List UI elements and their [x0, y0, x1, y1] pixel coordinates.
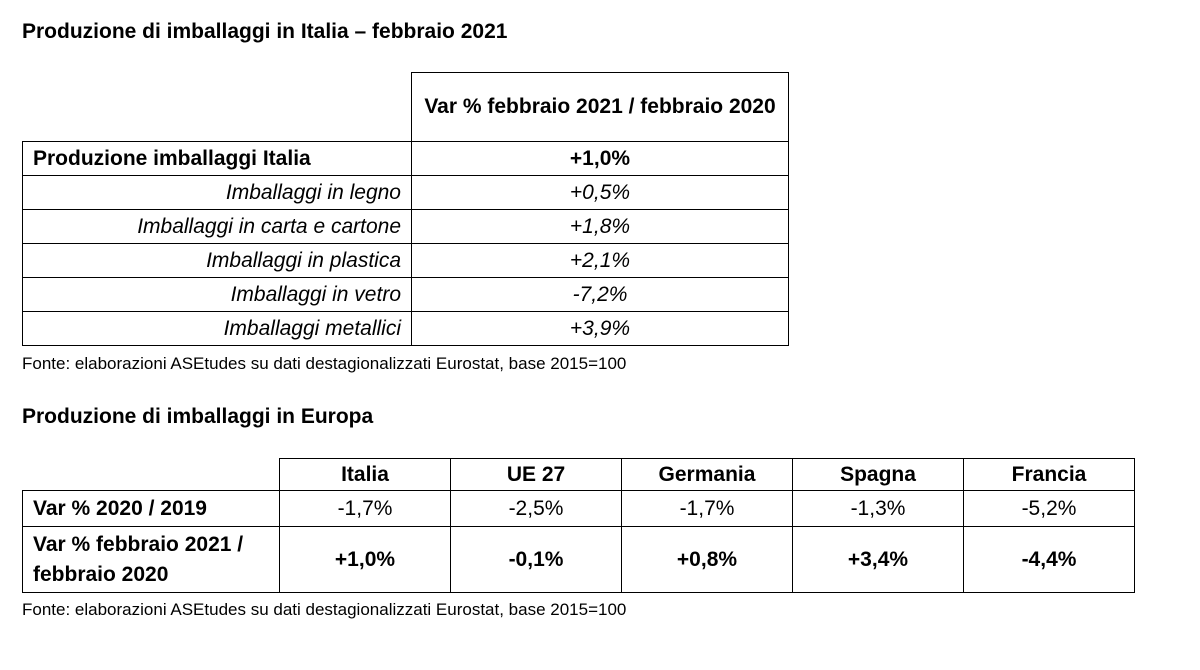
- cell-value: -2,5%: [450, 490, 622, 527]
- row-label: Imballaggi in vetro: [22, 277, 412, 312]
- italy-source-note: Fonte: elaborazioni ASEtudes su dati des…: [22, 354, 627, 373]
- europe-packaging-table: Italia UE 27 Germania Spagna Francia Var…: [22, 458, 1135, 593]
- row-label: Imballaggi metallici: [22, 311, 412, 346]
- row-value: +2,1%: [411, 243, 789, 278]
- table-row: Imballaggi metallici +3,9%: [22, 311, 789, 346]
- empty-header-cell: [22, 72, 412, 142]
- row-label: Imballaggi in carta e cartone: [22, 209, 412, 244]
- column-header-italia: Italia: [279, 458, 451, 491]
- row-label: Produzione imballaggi Italia: [22, 141, 412, 176]
- row-value: +3,9%: [411, 311, 789, 346]
- row-label: Imballaggi in plastica: [22, 243, 412, 278]
- row-label: Imballaggi in legno: [22, 175, 412, 210]
- italy-table-title: Produzione di imballaggi in Italia – feb…: [22, 20, 508, 43]
- table-row: Var % 2020 / 2019 -1,7% -2,5% -1,7% -1,3…: [22, 490, 1135, 527]
- table-row: Produzione imballaggi Italia +1,0%: [22, 141, 789, 176]
- column-header-ue27: UE 27: [450, 458, 622, 491]
- column-header-var: Var % febbraio 2021 / febbraio 2020: [411, 72, 789, 142]
- europe-table-title: Produzione di imballaggi in Europa: [22, 405, 374, 428]
- table-row: Imballaggi in plastica +2,1%: [22, 243, 789, 278]
- cell-value: -4,4%: [963, 526, 1135, 593]
- table-row: Imballaggi in vetro -7,2%: [22, 277, 789, 312]
- row-value: +0,5%: [411, 175, 789, 210]
- cell-value: -1,3%: [792, 490, 964, 527]
- table-row: Imballaggi in carta e cartone +1,8%: [22, 209, 789, 244]
- cell-value: +1,0%: [279, 526, 451, 593]
- italy-packaging-table: Var % febbraio 2021 / febbraio 2020 Prod…: [22, 72, 789, 346]
- europe-source-note: Fonte: elaborazioni ASEtudes su dati des…: [22, 600, 627, 619]
- row-label: Var % 2020 / 2019: [22, 490, 280, 527]
- empty-header-cell: [22, 458, 280, 491]
- cell-value: -1,7%: [279, 490, 451, 527]
- column-header-spagna: Spagna: [792, 458, 964, 491]
- cell-value: -1,7%: [621, 490, 793, 527]
- table-row: Imballaggi in legno +0,5%: [22, 175, 789, 210]
- row-value: -7,2%: [411, 277, 789, 312]
- cell-value: -5,2%: [963, 490, 1135, 527]
- row-value: +1,8%: [411, 209, 789, 244]
- row-value: +1,0%: [411, 141, 789, 176]
- column-header-francia: Francia: [963, 458, 1135, 491]
- cell-value: +0,8%: [621, 526, 793, 593]
- cell-value: +3,4%: [792, 526, 964, 593]
- cell-value: -0,1%: [450, 526, 622, 593]
- row-label: Var % febbraio 2021 / febbraio 2020: [22, 526, 280, 593]
- table-row: Var % febbraio 2021 / febbraio 2020 +1,0…: [22, 526, 1135, 593]
- column-header-germania: Germania: [621, 458, 793, 491]
